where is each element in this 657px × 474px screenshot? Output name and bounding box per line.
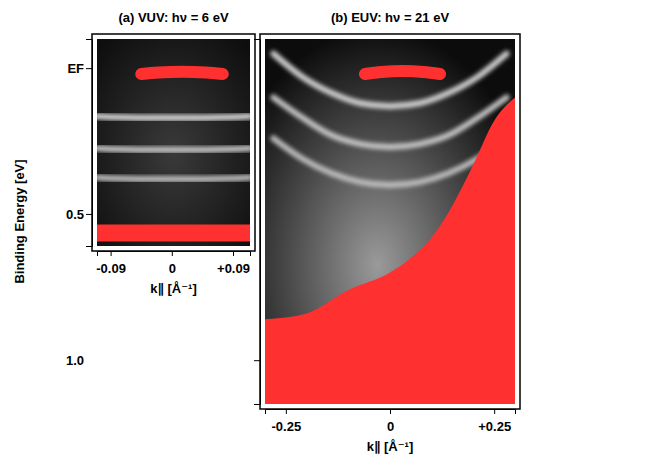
plot-background [97, 39, 250, 246]
x-tick: -0.25 [272, 409, 302, 434]
band [365, 71, 440, 74]
figure: -0.09 0 +0.09 EF 0.5 (a) VUV: hν = 6 eV k∥ [Å⁻… [0, 0, 657, 474]
x-axis-title: k∥ [Å⁻¹] [367, 439, 414, 454]
panel-title: (a) VUV: hν = 6 eV [118, 10, 229, 25]
x-tick-mark [286, 409, 287, 414]
y-tick-mark [254, 360, 260, 361]
band [273, 54, 506, 107]
band [97, 116, 250, 117]
plot-area [265, 39, 515, 404]
x-tick-mark [390, 409, 391, 414]
y-tick-label: 1.0 [66, 353, 84, 368]
y-axis-line [86, 40, 93, 247]
band [97, 224, 250, 241]
x-tick-label: +0.09 [217, 261, 250, 276]
x-tick-label: 0 [169, 261, 176, 276]
x-tick-mark [172, 251, 173, 256]
panel-frame [92, 34, 255, 251]
x-tick-label: -0.09 [96, 261, 126, 276]
y-axis-line [254, 40, 261, 405]
y-tick: 0.5 [66, 207, 92, 222]
x-tick-mark [494, 409, 495, 414]
x-axis-line [98, 252, 251, 257]
x-tick: 0 [387, 409, 394, 434]
x-tick-mark [111, 251, 112, 256]
band [273, 97, 506, 147]
plot-area [97, 39, 250, 246]
x-tick: -0.09 [96, 251, 126, 276]
x-tick: +0.09 [217, 251, 250, 276]
panel-frame [260, 34, 520, 409]
y-tick-mark [86, 68, 92, 69]
y-axis: EF 0.5 [66, 40, 93, 247]
y-tick: 1.0 [66, 353, 260, 368]
y-tick: EF [67, 61, 92, 76]
band [141, 72, 223, 74]
intensity-area [265, 97, 515, 404]
panel-title: (b) EUV: hν = 21 eV [331, 10, 449, 25]
x-tick-label: +0.25 [478, 419, 511, 434]
x-tick: 0 [169, 251, 176, 276]
panel: -0.25 0 +0.25 1.0 [66, 34, 520, 434]
x-tick: +0.25 [478, 409, 511, 434]
y-tick-label: 0.5 [66, 207, 84, 222]
x-tick-label: -0.25 [272, 419, 302, 434]
x-axis: -0.09 0 +0.09 [96, 251, 250, 276]
y-tick-mark [86, 214, 92, 215]
y-tick-label: EF [67, 61, 84, 76]
x-axis-line [266, 410, 516, 415]
panel: -0.09 0 +0.09 EF 0.5 [66, 34, 255, 276]
band [97, 177, 250, 178]
x-axis: -0.25 0 +0.25 [266, 409, 516, 434]
plot-background [265, 39, 515, 404]
y-axis: 1.0 [66, 40, 261, 405]
x-tick-label: 0 [387, 419, 394, 434]
y-axis-title: Binding Energy [eV] [12, 159, 27, 283]
band [97, 148, 250, 149]
x-tick-mark [233, 251, 234, 256]
x-axis-title: k∥ [Å⁻¹] [150, 281, 197, 296]
